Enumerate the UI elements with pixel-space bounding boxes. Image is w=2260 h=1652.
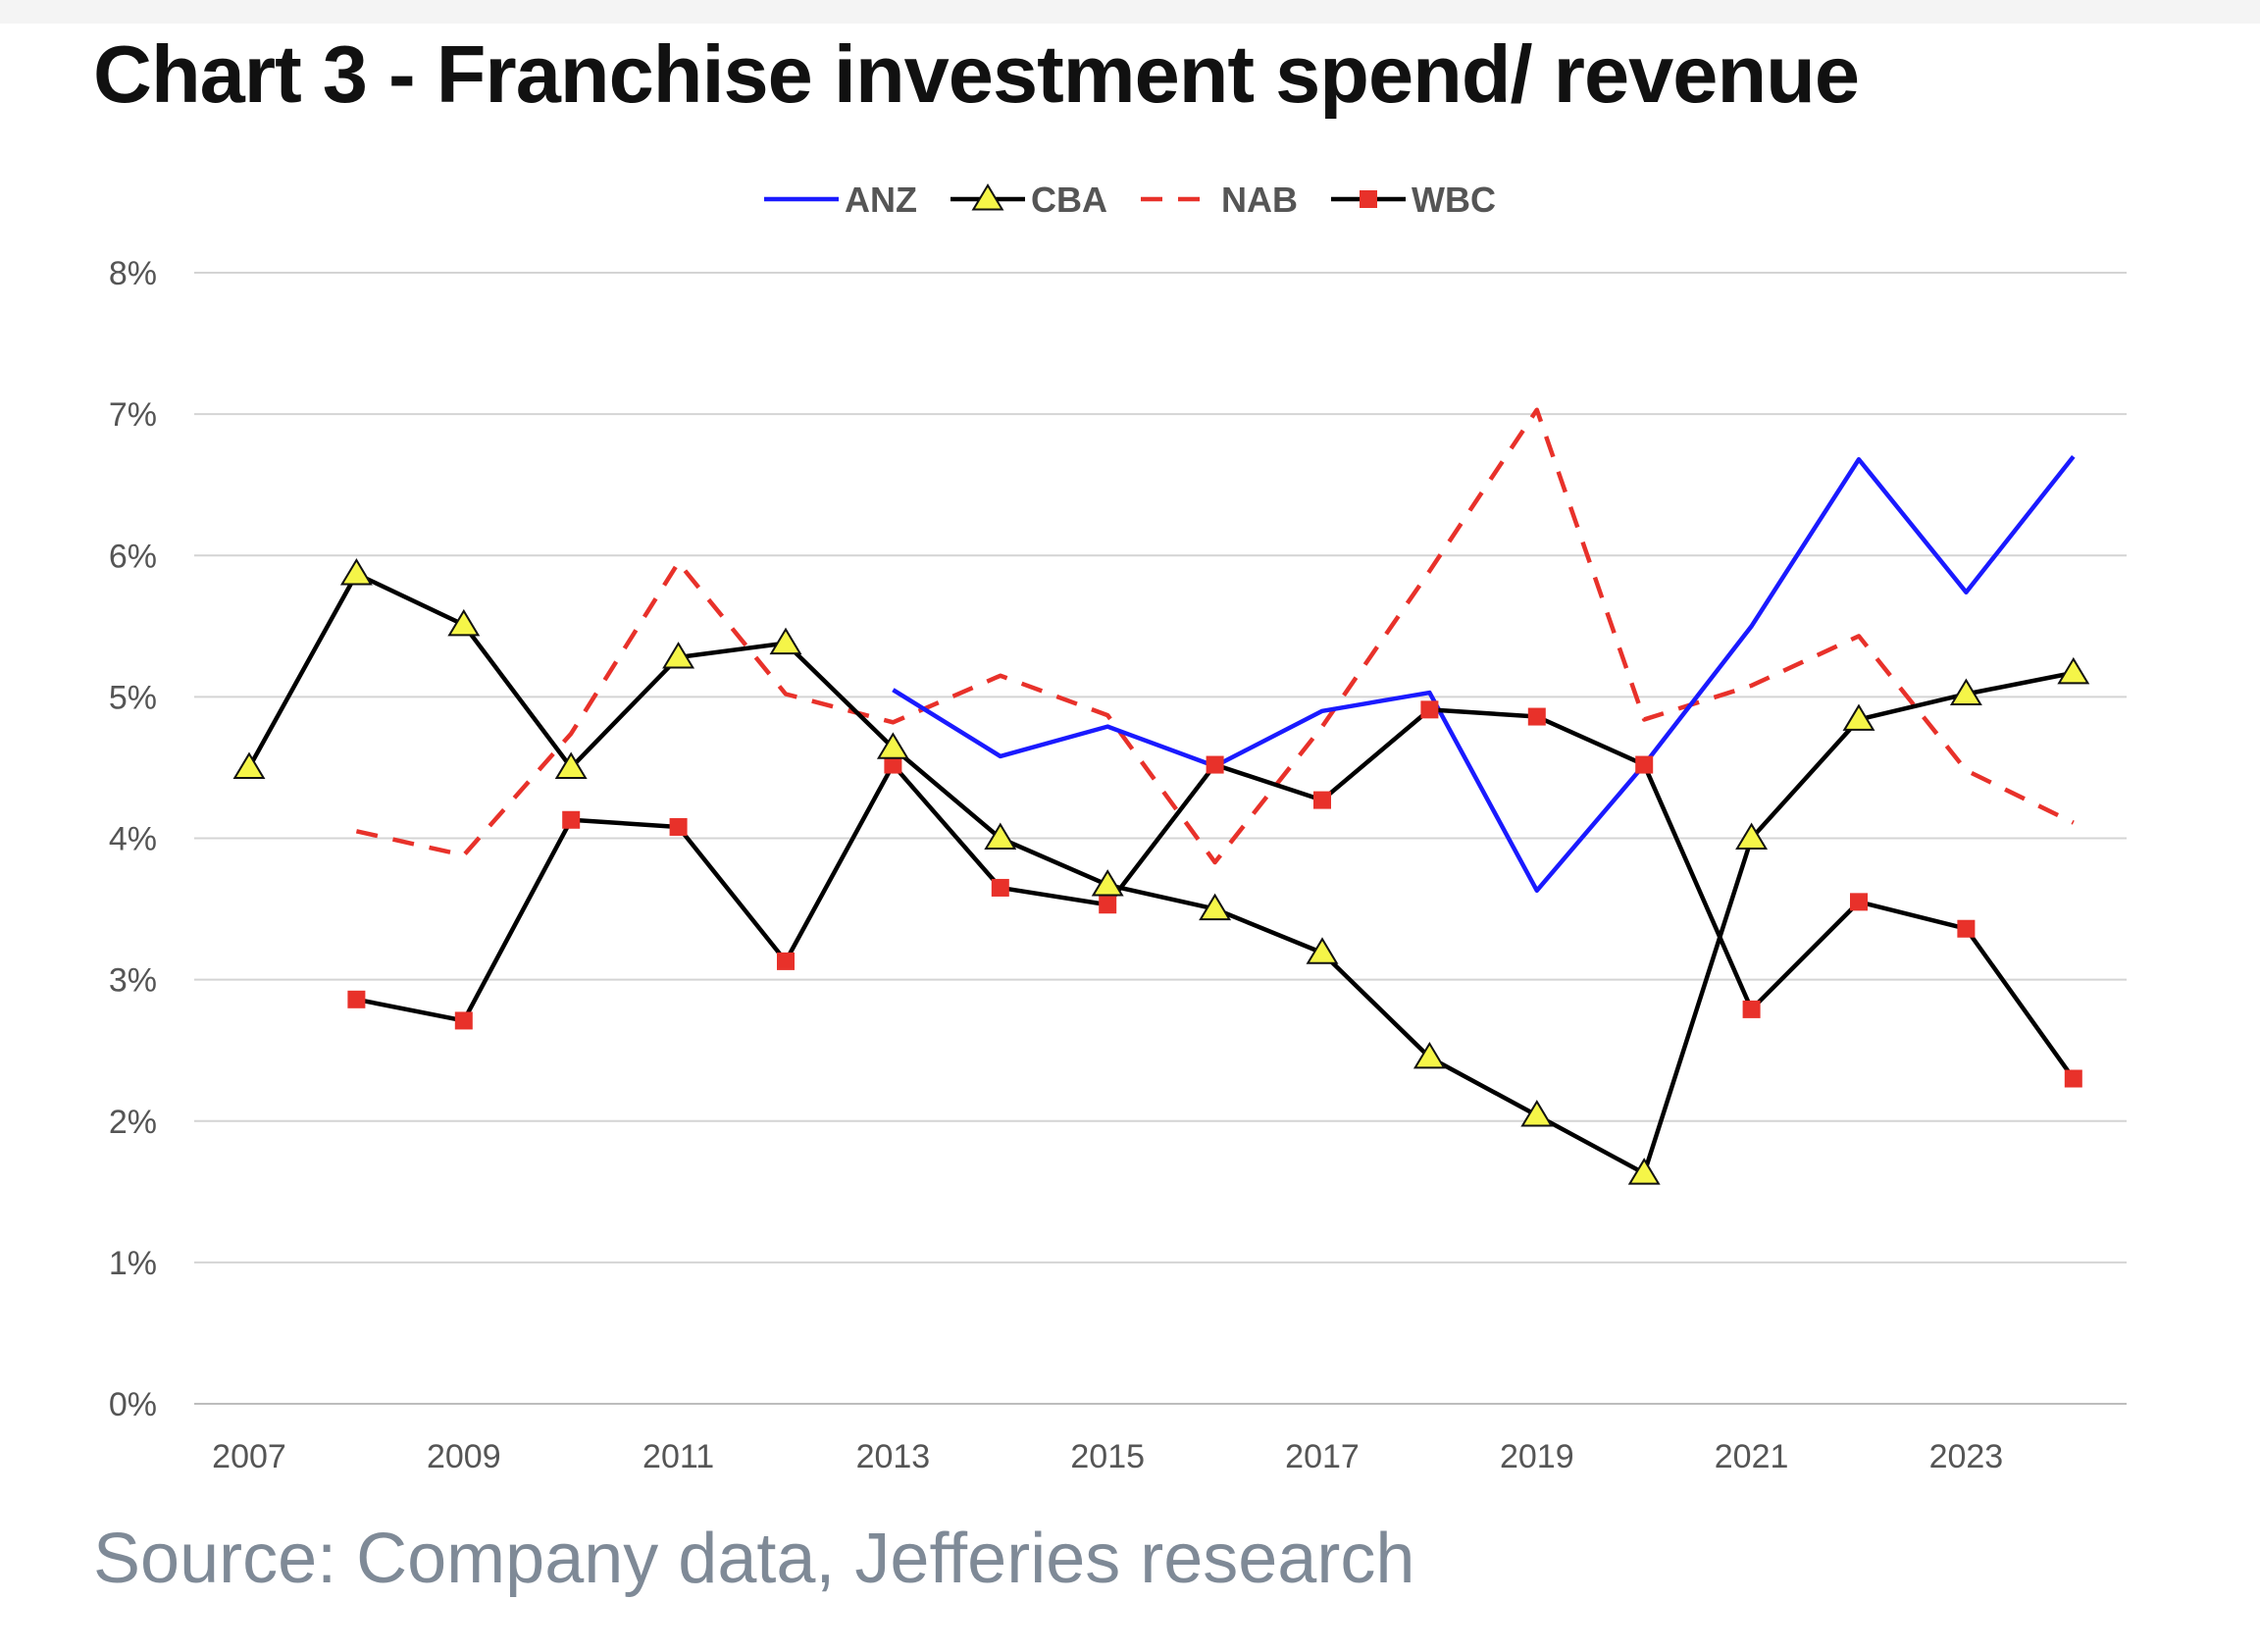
data-point-wbc <box>1635 755 1654 774</box>
data-point-cba <box>1520 1100 1554 1127</box>
legend-item-cba: CBA <box>950 180 1107 220</box>
data-point-cba <box>662 642 695 669</box>
data-point-cba <box>554 751 588 779</box>
data-point-wbc <box>1313 791 1331 809</box>
legend-label-cba: CBA <box>1031 180 1107 220</box>
legend-label-wbc: WBC <box>1412 180 1496 220</box>
legend-label-nab: NAB <box>1221 180 1298 220</box>
x-tick-label: 2013 <box>856 1438 931 1475</box>
y-tick-label: 0% <box>109 1386 157 1423</box>
series-cba <box>232 558 2090 1185</box>
legend-marker-wbc <box>1360 190 1378 208</box>
data-point-wbc <box>1742 1000 1761 1018</box>
data-point-cba <box>1842 703 1875 731</box>
data-point-cba <box>2057 656 2090 685</box>
y-tick-label: 3% <box>109 962 157 1000</box>
data-point-wbc <box>1957 919 1976 938</box>
y-axis: 0% 1% 2% 3% 4% 5% 6% 7% 8% <box>109 255 157 1423</box>
legend-item-wbc: WBC <box>1331 180 1496 220</box>
data-point-cba <box>1412 1041 1446 1069</box>
data-point-wbc <box>347 990 366 1008</box>
data-point-wbc <box>1206 755 1224 774</box>
legend-marker-cba <box>971 183 1004 211</box>
x-tick-label: 2007 <box>212 1438 286 1475</box>
y-tick-label: 6% <box>109 538 157 575</box>
top-bar <box>0 0 2260 24</box>
data-point-cba <box>1091 869 1124 897</box>
y-tick-label: 5% <box>109 679 157 716</box>
chart-title: Chart 3 - Franchise investment spend/ re… <box>93 28 1860 120</box>
data-point-cba <box>1199 893 1232 921</box>
data-point-cba <box>339 558 373 586</box>
series-wbc <box>347 700 2082 1088</box>
source-note: Source: Company data, Jefferies research <box>93 1520 1415 1598</box>
data-point-wbc <box>1099 896 1117 914</box>
data-point-wbc <box>884 755 902 774</box>
data-point-cba <box>984 822 1017 850</box>
series-layer <box>232 407 2090 1185</box>
x-tick-label: 2017 <box>1285 1438 1360 1475</box>
x-tick-label: 2015 <box>1070 1438 1145 1475</box>
legend-item-nab: NAB <box>1141 180 1298 220</box>
x-tick-label: 2023 <box>1929 1438 2004 1475</box>
y-tick-label: 8% <box>109 255 157 292</box>
series-anz <box>892 454 2076 894</box>
data-point-wbc <box>991 878 1009 897</box>
legend-item-anz: ANZ <box>764 180 917 220</box>
x-tick-label: 2009 <box>427 1438 501 1475</box>
data-point-wbc <box>1850 893 1868 911</box>
data-point-wbc <box>1527 707 1546 726</box>
data-point-wbc <box>777 952 795 970</box>
data-point-cba <box>232 751 266 779</box>
data-point-wbc <box>669 817 688 836</box>
data-point-cba <box>1735 822 1769 850</box>
x-axis: 2007 2009 2011 2013 2015 2017 2019 2021 2023 <box>212 1438 2003 1475</box>
series-line-anz <box>892 454 2076 894</box>
x-tick-label: 2011 <box>642 1438 714 1475</box>
data-point-wbc <box>562 810 581 829</box>
y-tick-label: 2% <box>109 1104 157 1141</box>
y-tick-label: 7% <box>109 396 157 434</box>
series-line-cba <box>247 571 2075 1176</box>
data-point-wbc <box>454 1011 473 1030</box>
legend: ANZ CBA NAB WBC <box>764 180 1496 220</box>
legend-label-anz: ANZ <box>845 180 917 220</box>
data-point-wbc <box>1420 700 1439 719</box>
line-chart: 0%1%2%3%4%5%6%7%8% 2007 2009 2011 2013 2015 2… <box>109 180 2127 1475</box>
data-point-cba <box>1949 678 1982 705</box>
series-line-nab <box>355 407 2075 865</box>
data-point-cba <box>1306 937 1339 964</box>
y-tick-label: 1% <box>109 1245 157 1282</box>
data-point-cba <box>769 627 802 655</box>
data-point-wbc <box>2064 1069 2082 1088</box>
series-nab <box>355 407 2075 865</box>
data-point-cba <box>1627 1158 1661 1185</box>
x-tick-label: 2019 <box>1500 1438 1574 1475</box>
y-tick-label: 4% <box>109 821 157 858</box>
data-point-cba <box>876 732 909 759</box>
data-point-cba <box>447 608 481 637</box>
x-tick-label: 2021 <box>1715 1438 1789 1475</box>
